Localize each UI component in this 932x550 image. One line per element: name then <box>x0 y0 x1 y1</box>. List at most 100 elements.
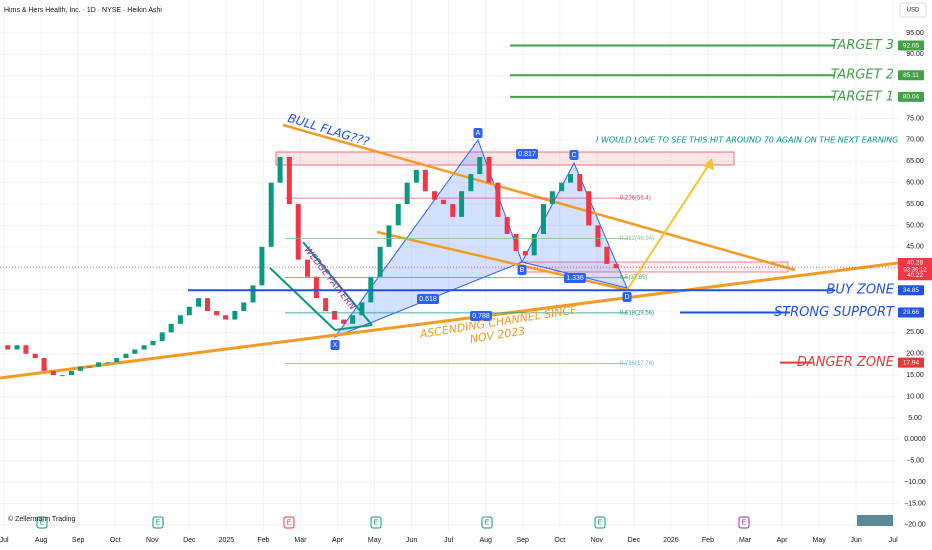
ratio-badge <box>470 311 492 321</box>
candle-body <box>250 285 256 303</box>
candle-body <box>468 174 474 192</box>
y-tick-label: 90.00 <box>906 51 924 58</box>
x-tick-label: Dec <box>628 537 641 544</box>
candle-body <box>232 310 238 320</box>
x-tick-label: Mar <box>739 537 752 544</box>
candle-body <box>504 216 510 234</box>
candle-body <box>141 345 147 350</box>
pattern-point: A <box>476 130 481 137</box>
currency-button[interactable] <box>899 2 927 18</box>
candle-body <box>332 310 338 320</box>
x-tick-label: Oct <box>110 537 121 544</box>
y-tick-label: −10.00 <box>904 479 926 486</box>
earnings-badge[interactable] <box>152 516 164 529</box>
x-tick-label: Jun <box>406 537 417 544</box>
arrow-head <box>703 158 714 170</box>
logo-badge <box>857 515 893 526</box>
candle-body <box>404 182 410 205</box>
pattern-point: X <box>333 342 338 349</box>
candle-body <box>350 315 356 324</box>
credit: © Zellermann Trading <box>8 515 76 523</box>
annotation: I WOULD LOVE TO SEE THIS HIT AROUND 70 A… <box>596 136 907 145</box>
candle-body <box>196 298 202 307</box>
candle-body <box>241 302 247 311</box>
candle-body <box>150 340 156 346</box>
candle-body <box>450 204 456 217</box>
candle-body <box>87 366 93 368</box>
candle-body <box>386 225 392 247</box>
y-tick-label: 10.00 <box>906 393 924 400</box>
candle-body <box>313 276 319 299</box>
candle-body <box>477 156 483 175</box>
price-tag <box>898 357 924 368</box>
candle-body <box>459 191 465 217</box>
candle-body <box>495 182 501 217</box>
earnings-marker: E <box>40 519 45 526</box>
earnings-marker: E <box>374 519 379 526</box>
candle-body <box>359 302 365 316</box>
earnings-badge[interactable] <box>283 516 295 529</box>
level-label: TARGET 2 <box>831 68 894 83</box>
x-tick-label: Dec <box>183 537 196 544</box>
earnings-badge[interactable] <box>481 516 493 529</box>
candle-body <box>568 174 574 183</box>
y-tick-label: 45.00 <box>906 244 924 251</box>
channel-line <box>0 261 899 380</box>
candle-body <box>96 362 102 367</box>
earnings-badge[interactable] <box>594 516 606 529</box>
y-tick-label: 20.00 <box>906 351 924 358</box>
candle-body <box>440 199 446 205</box>
pattern-point: B <box>520 267 525 274</box>
wedge-line <box>334 324 373 331</box>
earnings-marker: E <box>287 519 292 526</box>
candle-body <box>341 319 347 324</box>
earnings-badge[interactable] <box>36 516 48 529</box>
ratio-badge <box>417 294 439 304</box>
ratio-badge <box>564 273 586 283</box>
pattern-point-badge <box>517 265 527 275</box>
price-tag-label: 34.85 <box>903 287 920 294</box>
x-tick-label: 2025 <box>219 537 235 544</box>
candle-body <box>41 358 47 371</box>
ratio-label: 1.336 <box>566 275 584 282</box>
candle-body <box>114 358 120 363</box>
y-tick-label: 0.0000 <box>904 436 926 443</box>
candle-body <box>422 169 428 192</box>
x-tick-label: 2026 <box>663 537 679 544</box>
price-tag-label: 40.22 <box>907 272 924 279</box>
candle-body <box>277 156 283 183</box>
level-label: TARGET 1 <box>831 89 894 104</box>
x-tick-label: Jul <box>444 537 453 544</box>
candle-body <box>23 345 29 354</box>
earnings-marker: E <box>742 519 747 526</box>
earnings-marker: E <box>598 519 603 526</box>
x-tick-label: Aug <box>479 537 492 544</box>
resistance-box <box>275 151 735 166</box>
candle-body <box>77 366 83 371</box>
y-tick-label: 5.00 <box>908 415 922 422</box>
earnings-badge[interactable] <box>738 516 750 529</box>
x-tick-label: Jul <box>889 537 898 544</box>
x-tick-label: Nov <box>146 537 159 544</box>
price-tag-label: 85.11 <box>903 72 919 79</box>
level-label: STRONG SUPPORT <box>774 305 895 320</box>
earnings-marker: E <box>156 519 161 526</box>
price-tag <box>898 307 924 318</box>
candle-body <box>559 182 565 192</box>
candle-body <box>486 156 492 183</box>
x-tick-label: May <box>812 537 826 544</box>
candle-body <box>432 191 438 200</box>
candle-body <box>259 246 265 286</box>
pattern-point-badge <box>473 128 483 138</box>
y-tick-label: 55.00 <box>906 201 924 208</box>
price-tag <box>898 271 932 281</box>
candle-body <box>5 345 11 350</box>
y-tick-label: 70.00 <box>906 137 924 144</box>
earnings-badge[interactable] <box>370 516 382 529</box>
candle-body <box>522 251 528 256</box>
pattern-point: C <box>571 152 576 159</box>
x-tick-label: Feb <box>702 537 714 544</box>
y-tick-label: −5.00 <box>906 458 924 465</box>
candle-body <box>123 353 129 359</box>
fib-label: 0.5(37.85) <box>620 275 647 281</box>
